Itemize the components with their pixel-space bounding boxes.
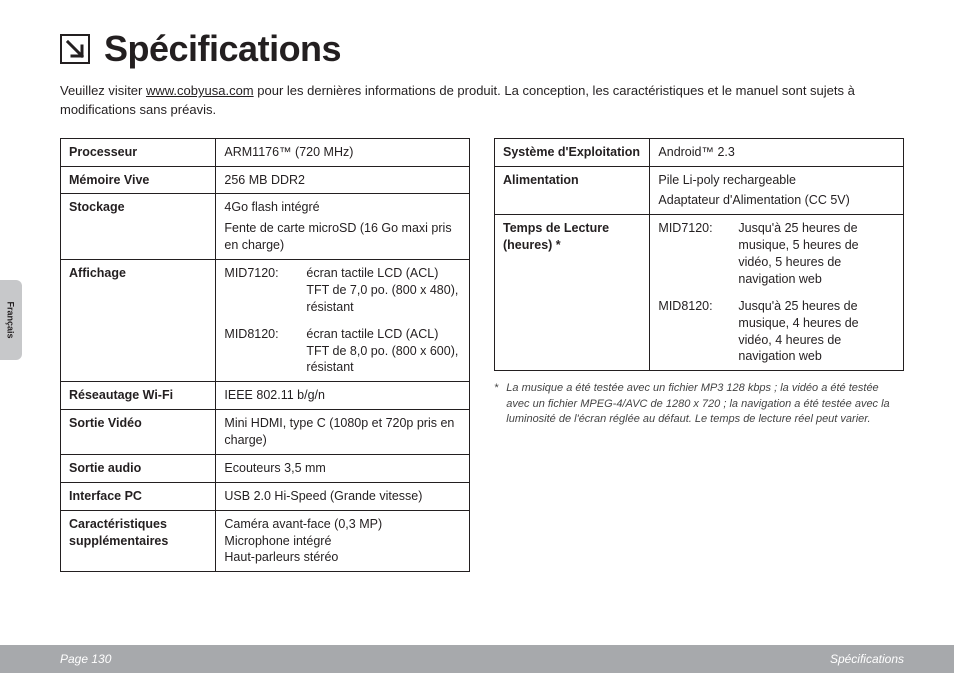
footnote-text: La musique a été testée avec un fichier … [506,381,904,427]
row-value: IEEE 802.11 b/g/n [216,382,470,410]
row-value: Mini HDMI, type C (1080p et 720p pris en… [216,410,470,455]
row-label: Système d'Exploitation [495,138,650,166]
row-value: Caméra avant-face (0,3 MP) Microphone in… [216,510,470,572]
value-line: Adaptateur d'Alimentation (CC 5V) [658,192,895,209]
row-value: 4Go flash intégré Fente de carte microSD… [216,194,470,260]
footnote: * La musique a été testée avec un fichie… [494,381,904,427]
row-value: USB 2.0 Hi-Speed (Grande vitesse) [216,482,470,510]
model-key: MID8120: [658,298,728,366]
model-text: Jusqu'à 25 heures de musique, 4 heures d… [738,298,895,366]
model-text: écran tactile LCD (ACL) TFT de 7,0 po. (… [306,265,461,316]
page-title: Spécifications [104,28,341,70]
row-value: 256 MB DDR2 [216,166,470,194]
value-line: Fente de carte microSD (16 Go maxi pris … [224,220,461,254]
row-label: Stockage [61,194,216,260]
model-text: Jusqu'à 25 heures de musique, 5 heures d… [738,220,895,288]
title-row: Spécifications [60,28,904,70]
intro-text: Veuillez visiter www.cobyusa.com pour le… [60,82,904,120]
model-text: écran tactile LCD (ACL) TFT de 8,0 po. (… [306,326,461,377]
model-key: MID8120: [224,326,294,377]
row-value: MID7120: écran tactile LCD (ACL) TFT de … [216,260,470,382]
model-key: MID7120: [658,220,728,288]
arrow-down-right-icon [60,34,90,64]
spec-table-right: Système d'Exploitation Android™ 2.3 Alim… [494,138,904,372]
intro-link[interactable]: www.cobyusa.com [146,83,254,98]
footnote-star: * [494,381,498,427]
row-label: Processeur [61,138,216,166]
page-footer: Page 130 Spécifications [0,645,954,673]
row-label: Alimentation [495,166,650,215]
value-line: Caméra avant-face (0,3 MP) [224,516,461,533]
row-label: Caractéristiques supplémentaires [61,510,216,572]
row-value: MID7120: Jusqu'à 25 heures de musique, 5… [650,215,904,371]
row-label: Sortie Vidéo [61,410,216,455]
row-value: Pile Li-poly rechargeable Adaptateur d'A… [650,166,904,215]
row-value: ARM1176™ (720 MHz) [216,138,470,166]
footer-page-number: Page 130 [60,652,111,666]
model-key: MID7120: [224,265,294,316]
intro-before: Veuillez visiter [60,83,146,98]
value-line: Microphone intégré [224,533,461,550]
value-line: 4Go flash intégré [224,199,461,216]
language-tab-label: Français [6,301,16,338]
footer-section-name: Spécifications [830,652,904,666]
row-label: Interface PC [61,482,216,510]
language-tab: Français [0,280,22,360]
spec-table-left: Processeur ARM1176™ (720 MHz) Mémoire Vi… [60,138,470,573]
row-label: Affichage [61,260,216,382]
row-value: Android™ 2.3 [650,138,904,166]
row-label: Temps de Lecture (heures) * [495,215,650,371]
row-label: Mémoire Vive [61,166,216,194]
row-label: Réseautage Wi-Fi [61,382,216,410]
value-line: Haut-parleurs stéréo [224,549,461,566]
value-line: Pile Li-poly rechargeable [658,172,895,189]
row-value: Ecouteurs 3,5 mm [216,454,470,482]
row-label: Sortie audio [61,454,216,482]
